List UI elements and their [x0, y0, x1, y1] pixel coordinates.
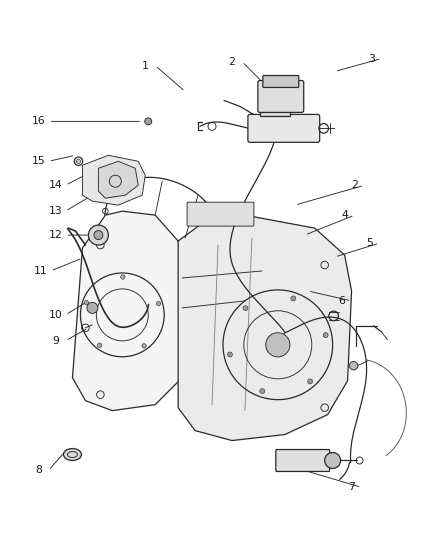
- Polygon shape: [178, 215, 352, 441]
- Text: 10: 10: [49, 310, 63, 320]
- FancyBboxPatch shape: [258, 80, 304, 112]
- Text: 4: 4: [341, 210, 348, 220]
- Text: 7: 7: [348, 482, 355, 492]
- Text: 2: 2: [351, 180, 358, 190]
- Ellipse shape: [64, 449, 81, 461]
- Polygon shape: [72, 211, 185, 410]
- Circle shape: [266, 333, 290, 357]
- Text: 11: 11: [34, 266, 47, 276]
- Circle shape: [243, 306, 248, 311]
- Circle shape: [291, 296, 296, 301]
- FancyBboxPatch shape: [263, 76, 299, 87]
- Polygon shape: [82, 155, 145, 205]
- Circle shape: [350, 361, 358, 370]
- Text: 3: 3: [368, 53, 375, 63]
- FancyBboxPatch shape: [276, 449, 330, 472]
- Polygon shape: [99, 161, 138, 198]
- Text: 16: 16: [32, 116, 46, 126]
- Circle shape: [145, 118, 152, 125]
- Circle shape: [94, 231, 103, 239]
- Text: 2: 2: [229, 56, 235, 67]
- Circle shape: [323, 333, 328, 337]
- Circle shape: [227, 352, 233, 357]
- Circle shape: [120, 275, 125, 279]
- FancyBboxPatch shape: [248, 115, 320, 142]
- Circle shape: [76, 159, 81, 164]
- Circle shape: [142, 344, 146, 348]
- Text: 14: 14: [49, 180, 62, 190]
- Circle shape: [325, 453, 341, 469]
- Text: 13: 13: [49, 206, 62, 216]
- Circle shape: [97, 343, 102, 348]
- Text: 6: 6: [338, 296, 345, 306]
- Text: 1: 1: [142, 61, 148, 70]
- Circle shape: [260, 389, 265, 394]
- Text: 15: 15: [32, 156, 46, 166]
- Circle shape: [307, 379, 313, 384]
- FancyBboxPatch shape: [187, 202, 254, 226]
- Text: 9: 9: [52, 336, 59, 346]
- Polygon shape: [260, 107, 290, 116]
- Text: 12: 12: [49, 230, 62, 240]
- Circle shape: [84, 301, 88, 305]
- Circle shape: [87, 302, 98, 313]
- Text: 8: 8: [35, 465, 42, 475]
- Circle shape: [156, 302, 161, 306]
- Text: 5: 5: [366, 238, 373, 248]
- Circle shape: [88, 225, 108, 245]
